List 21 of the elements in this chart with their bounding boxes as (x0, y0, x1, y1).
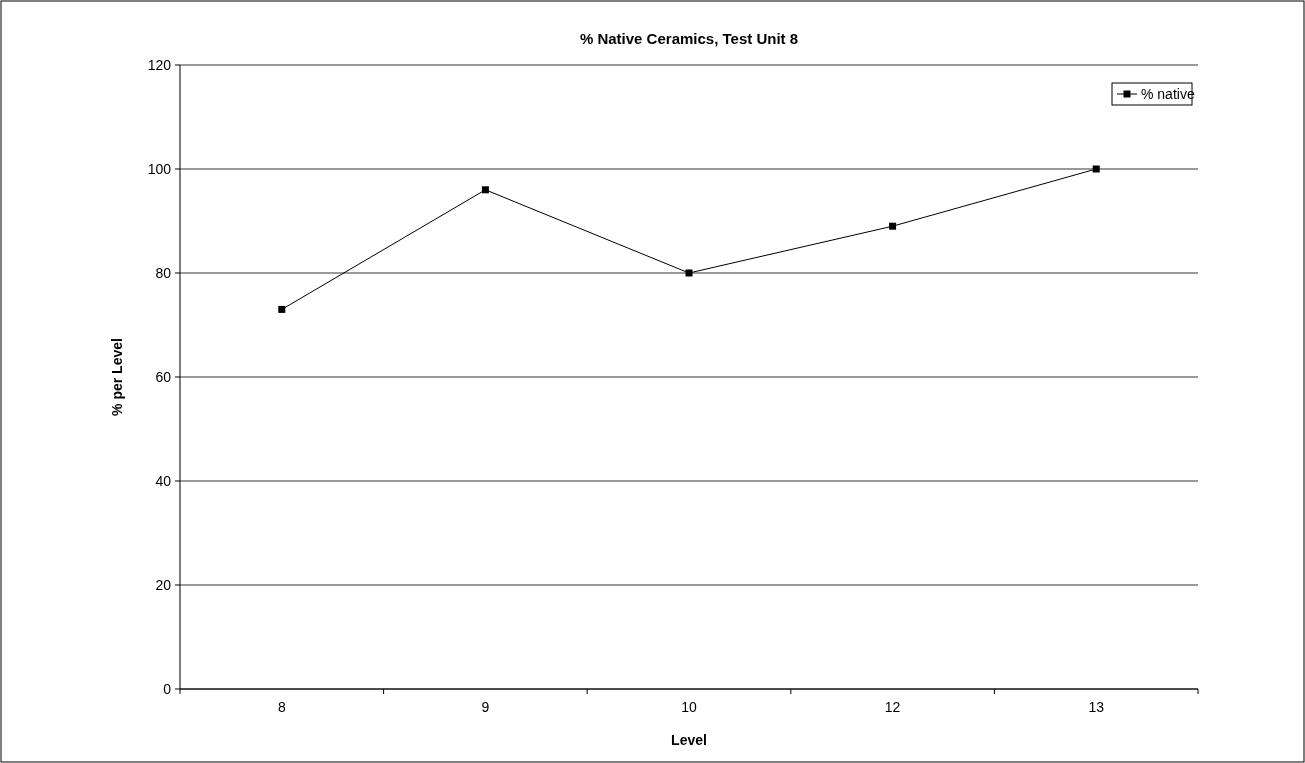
point (481, 186, 489, 194)
x-tick-label: 12 (884, 699, 901, 715)
chart-title: % Native Ceramics, Test Unit 8 (579, 30, 799, 47)
y-tick-label: 100 (147, 160, 172, 177)
point (889, 222, 897, 230)
point (278, 305, 286, 313)
x-axis-title: Level (671, 732, 707, 748)
y-tick-label: 80 (155, 264, 172, 281)
point (685, 269, 693, 277)
legend-label: % native (1141, 85, 1195, 102)
y-tick-label: 40 (155, 472, 172, 489)
y-tick-label: 60 (155, 368, 172, 385)
x-tick-label: 13 (1088, 699, 1105, 715)
y-tick-label: 0 (163, 680, 172, 697)
x-tick-label: 8 (277, 699, 286, 715)
y-tick-label: 120 (147, 56, 172, 73)
x-tick-label: 9 (481, 699, 490, 715)
x-tick-label: 10 (681, 699, 697, 715)
y-tick-label: 20 (155, 576, 172, 593)
y-axis-title: % per Level (109, 338, 125, 416)
point (1092, 165, 1100, 173)
